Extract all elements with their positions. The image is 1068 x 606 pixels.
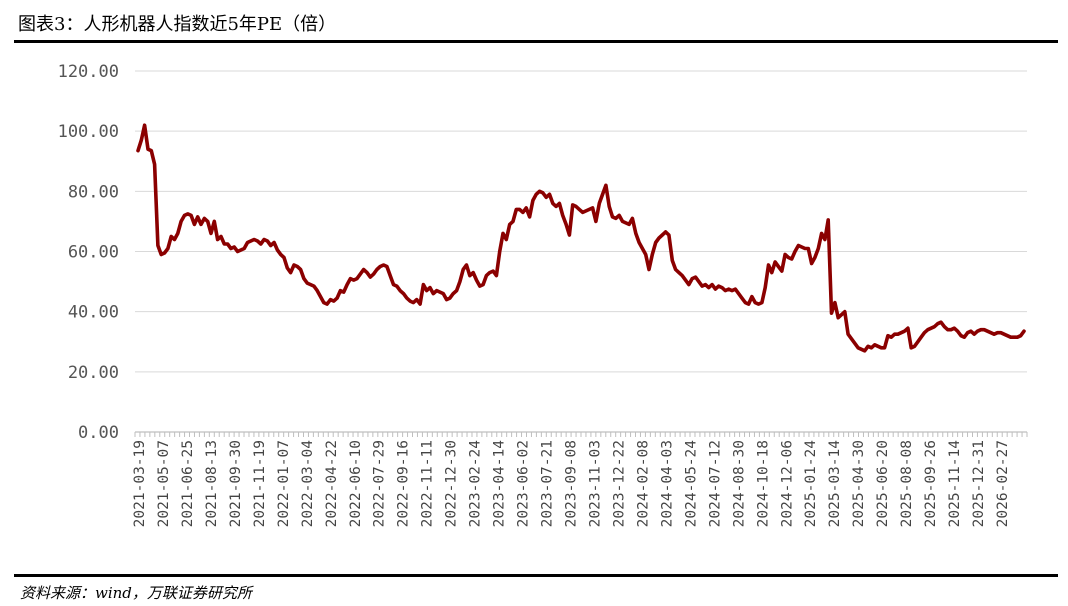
top-rule [14, 40, 1058, 43]
x-tick-label: 2023-07-21 [540, 440, 556, 527]
x-tick-label: 2021-09-30 [228, 440, 244, 527]
grid-lines [135, 70, 1027, 373]
y-tick-label: 120.00 [58, 62, 119, 82]
x-tick-label: 2023-12-22 [611, 440, 627, 527]
x-tick-label: 2022-03-04 [300, 440, 316, 528]
y-tick-label: 100.00 [58, 122, 119, 142]
x-tick-label: 2021-11-19 [252, 440, 268, 527]
x-tick-label: 2025-12-31 [971, 440, 987, 527]
x-tick-label: 2023-04-14 [492, 440, 508, 528]
y-tick-label: 80.00 [68, 182, 119, 202]
x-tick-label: 2023-02-24 [468, 440, 484, 528]
x-tick-label: 2023-09-08 [564, 440, 580, 527]
x-tick-label: 2026-02-27 [995, 440, 1011, 527]
x-tick-label: 2022-07-29 [372, 440, 388, 527]
x-tick-label: 2021-03-19 [132, 440, 148, 527]
x-tick-label: 2023-06-02 [516, 440, 532, 527]
x-tick-label: 2025-08-08 [899, 440, 915, 527]
y-axis-ticks: 0.00 20.00 40.00 60.00 80.00 100.00 120.00 [58, 62, 119, 443]
x-tick-label: 2022-11-11 [420, 440, 436, 527]
x-axis [134, 431, 1028, 437]
x-tick-label: 2022-09-16 [396, 440, 412, 527]
x-tick-label: 2024-07-12 [707, 440, 723, 527]
y-tick-label: 40.00 [68, 303, 119, 323]
series-line-pe [136, 123, 1026, 353]
x-tick-label: 2024-02-08 [635, 440, 651, 527]
x-tick-label: 2021-08-13 [204, 440, 220, 527]
source-note: 资料来源：wind，万联证券研究所 [20, 584, 252, 602]
x-tick-label: 2022-04-22 [324, 440, 340, 527]
chart-title: 图表3：人形机器人指数近5年PE（倍） [18, 14, 337, 35]
x-tick-label: 2021-05-07 [156, 440, 172, 527]
x-tick-label: 2025-09-26 [923, 440, 939, 527]
x-tick-label: 2022-12-30 [444, 440, 460, 527]
x-tick-label: 2025-06-20 [875, 440, 891, 527]
x-tick-label: 2023-11-03 [587, 440, 603, 527]
bottom-rule [14, 574, 1058, 577]
x-tick-label: 2025-04-30 [851, 440, 867, 527]
x-tick-label: 2025-01-24 [803, 440, 819, 528]
x-tick-label: 2025-11-14 [947, 440, 963, 528]
x-tick-label: 2022-06-10 [348, 440, 364, 527]
x-tick-label: 2025-03-14 [827, 440, 843, 528]
x-axis-ticks: 2021-03-19 2021-05-07 2021-06-25 2021-08-13… [132, 440, 1011, 528]
x-tick-label: 2024-12-06 [779, 440, 795, 527]
x-tick-label: 2024-04-03 [659, 440, 675, 527]
x-tick-label: 2021-06-25 [180, 440, 196, 527]
x-tick-label: 2024-08-30 [731, 440, 747, 527]
y-tick-label: 0.00 [78, 423, 119, 443]
y-tick-label: 20.00 [68, 363, 119, 383]
x-tick-label: 2024-05-24 [683, 440, 699, 528]
y-tick-label: 60.00 [68, 243, 119, 263]
x-tick-label: 2024-10-18 [755, 440, 771, 527]
x-tick-label: 2022-01-07 [276, 440, 292, 527]
title-bar: 图表3：人形机器人指数近5年PE（倍） [0, 0, 1068, 40]
